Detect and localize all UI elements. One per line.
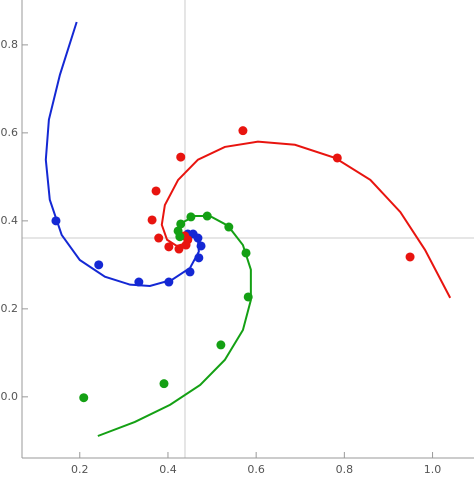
- point: [238, 126, 248, 136]
- point: [241, 248, 251, 258]
- point: [147, 215, 157, 225]
- point: [175, 232, 185, 242]
- point: [176, 152, 186, 162]
- curve: [160, 140, 452, 299]
- point: [243, 292, 253, 302]
- point: [176, 219, 186, 229]
- point: [151, 186, 161, 196]
- point: [202, 211, 212, 221]
- x-tick-label: 0.6: [247, 463, 265, 476]
- x-tick-label: 0.2: [71, 463, 89, 476]
- x-tick-label: 0.4: [159, 463, 177, 476]
- point: [224, 222, 234, 232]
- point: [332, 153, 342, 163]
- point: [185, 267, 195, 277]
- point: [154, 233, 164, 243]
- point: [51, 216, 61, 226]
- x-tick-label: 1.0: [424, 463, 442, 476]
- point: [196, 241, 206, 251]
- point: [79, 393, 89, 403]
- point: [134, 277, 144, 287]
- point: [159, 379, 169, 389]
- point: [186, 212, 196, 222]
- point: [194, 253, 204, 263]
- point: [164, 242, 174, 252]
- point: [94, 260, 104, 270]
- y-tick-label: 0.2: [1, 302, 19, 315]
- curve: [97, 215, 252, 437]
- y-tick-label: 0.8: [1, 38, 19, 51]
- x-tick-label: 0.8: [336, 463, 354, 476]
- point: [216, 340, 226, 350]
- point: [164, 277, 174, 287]
- point: [405, 252, 415, 262]
- y-tick-label: 0.4: [1, 214, 19, 227]
- point: [174, 244, 184, 254]
- y-tick-label: 0.6: [1, 126, 19, 139]
- y-tick-label: 0.0: [1, 390, 19, 403]
